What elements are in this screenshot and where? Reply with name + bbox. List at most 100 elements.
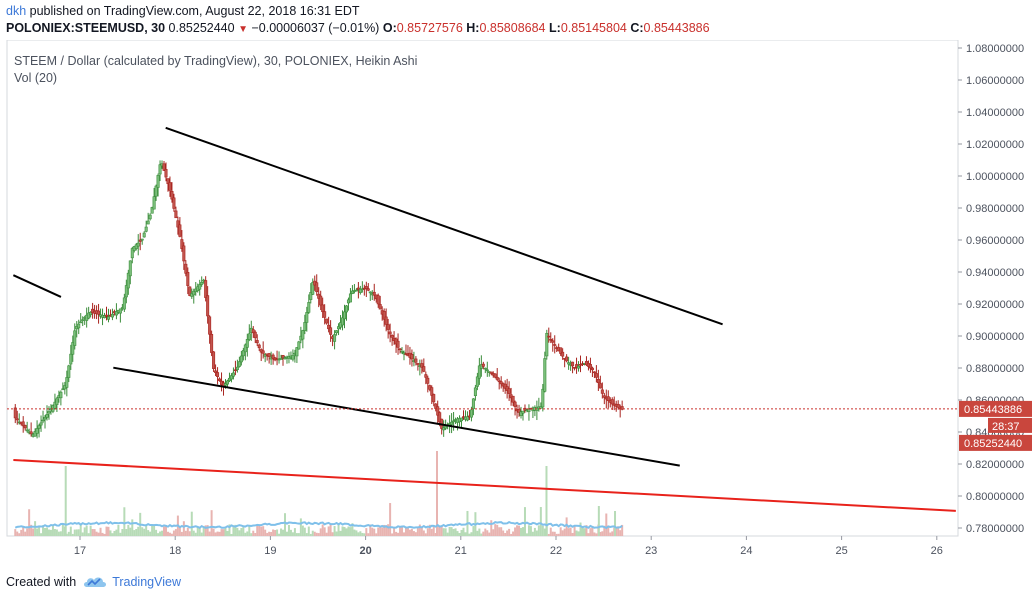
open-value: 0.85727576: [396, 21, 463, 35]
candle-body: [39, 422, 43, 426]
candle-body: [410, 354, 414, 360]
candle-body: [551, 340, 555, 343]
candle-body: [327, 324, 331, 330]
trendline[interactable]: [113, 366, 680, 467]
volume-bar: [520, 527, 523, 536]
volume-bar: [512, 531, 515, 536]
candle-body: [156, 175, 160, 188]
volume-bar: [587, 533, 590, 536]
price-chart[interactable]: 1.08000000 1.06000000 1.04000000 1.02000000…: [0, 39, 1034, 566]
volume-bar: [601, 531, 604, 536]
chart-area[interactable]: 1.08000000 1.06000000 1.04000000 1.02000000…: [0, 39, 1034, 566]
publish-line: dkh published on TradingView.com, August…: [6, 4, 360, 18]
volume-bar: [500, 527, 503, 536]
volume-bar: [212, 528, 215, 536]
candle-body: [208, 316, 212, 335]
volume-bar: [329, 524, 332, 536]
volume-bar: [541, 525, 544, 536]
y-tick-label: 0.96000000: [966, 235, 1024, 247]
volume-bar: [379, 526, 382, 536]
candle-body: [471, 398, 475, 410]
volume-bar: [190, 511, 193, 536]
volume-bar: [377, 527, 380, 536]
volume-bar: [260, 526, 263, 536]
candle-body: [323, 311, 327, 318]
candle-body: [592, 371, 596, 374]
chart-header: dkh published on TradingView.com, August…: [0, 0, 1034, 40]
volume-bar: [452, 528, 455, 536]
volume-bar: [375, 533, 378, 536]
candle-body: [416, 363, 420, 365]
candle-body: [382, 311, 386, 320]
candle-body: [414, 358, 418, 363]
candle-body: [511, 395, 515, 403]
volume-bar: [531, 531, 534, 536]
trendline[interactable]: [12, 274, 62, 298]
trendline[interactable]: [13, 459, 956, 512]
y-tick-label: 0.88000000: [966, 363, 1024, 375]
candle-body: [559, 347, 563, 354]
candle-body: [571, 361, 575, 367]
volume-bar: [89, 525, 92, 536]
volume-bar: [157, 533, 160, 536]
candle-body: [398, 348, 402, 351]
volume-bar: [385, 525, 388, 536]
volume-bar: [49, 529, 52, 536]
volume-bar: [164, 524, 167, 536]
volume-bar: [422, 530, 425, 536]
volume-bar: [458, 533, 461, 536]
candle-body: [79, 321, 83, 324]
symbol-label: POLONIEX:STEEMUSD, 30: [6, 21, 166, 35]
candle-body: [364, 286, 368, 289]
created-with-text: Created with: [6, 575, 77, 589]
candle-body: [549, 338, 553, 341]
candle-body: [142, 232, 146, 238]
volume-bar: [371, 527, 374, 536]
volume-bar: [55, 529, 58, 536]
volume-bar: [619, 530, 622, 536]
candle-body: [344, 305, 348, 313]
volume-bar: [395, 531, 398, 536]
volume-bar: [615, 527, 618, 536]
candle-body: [140, 238, 144, 241]
volume-bar: [486, 530, 489, 536]
volume-bar: [440, 526, 443, 536]
volume-bar: [313, 531, 316, 536]
candle-body: [114, 311, 118, 316]
volume-bar: [283, 513, 286, 536]
volume-bar: [559, 527, 562, 536]
candle-body: [475, 376, 479, 387]
volume-bar: [311, 530, 314, 536]
candle-body: [596, 378, 600, 384]
volume-bar: [127, 524, 130, 536]
volume-bar: [202, 526, 205, 536]
candle-body: [465, 416, 469, 421]
candle-body: [97, 310, 101, 315]
author-link[interactable]: dkh: [6, 4, 27, 18]
candle-body: [396, 340, 400, 348]
volume-bar: [510, 533, 513, 536]
candle-body: [73, 330, 77, 346]
volume-bar: [399, 525, 402, 536]
volume-bar: [549, 527, 552, 536]
trendline[interactable]: [165, 126, 723, 326]
volume-bar: [416, 528, 419, 536]
volume-bar: [496, 524, 499, 536]
volume-bar: [341, 526, 344, 536]
volume-bar: [264, 529, 267, 536]
price-change: −0.00006037 (−0.01%): [251, 21, 380, 35]
candle-body: [164, 169, 168, 178]
tradingview-link[interactable]: TradingView: [82, 575, 181, 589]
published-text: published on TradingView.com, August 22,…: [29, 4, 360, 18]
volume-bar: [295, 533, 298, 536]
volume-spike: [597, 506, 600, 536]
volume-bar: [184, 530, 187, 536]
volume-bar: [14, 529, 17, 536]
volume-bar: [111, 533, 114, 536]
x-tick-label: 22: [550, 545, 562, 557]
volume-bar: [569, 527, 572, 536]
volume-bar: [516, 525, 519, 536]
x-tick-label: 23: [645, 545, 657, 557]
volume-spike: [436, 451, 438, 536]
close-value: 0.85443886: [643, 21, 710, 35]
